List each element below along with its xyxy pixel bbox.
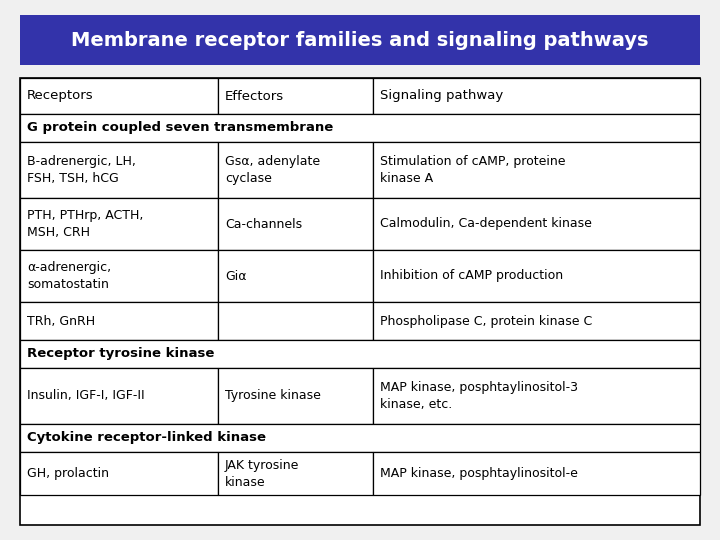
Text: Receptors: Receptors	[27, 90, 94, 103]
FancyBboxPatch shape	[373, 452, 700, 495]
FancyBboxPatch shape	[20, 302, 218, 340]
FancyBboxPatch shape	[20, 198, 218, 250]
FancyBboxPatch shape	[373, 78, 700, 114]
Text: MAP kinase, posphtaylinositol-3
kinase, etc.: MAP kinase, posphtaylinositol-3 kinase, …	[380, 381, 578, 411]
Text: Membrane receptor families and signaling pathways: Membrane receptor families and signaling…	[71, 30, 649, 50]
Text: MAP kinase, posphtaylinositol-e: MAP kinase, posphtaylinositol-e	[380, 467, 578, 480]
Text: Ca-channels: Ca-channels	[225, 218, 302, 231]
Text: Tyrosine kinase: Tyrosine kinase	[225, 389, 321, 402]
FancyBboxPatch shape	[20, 15, 700, 65]
FancyBboxPatch shape	[20, 340, 700, 368]
Text: JAK tyrosine
kinase: JAK tyrosine kinase	[225, 458, 300, 489]
Text: Signaling pathway: Signaling pathway	[380, 90, 503, 103]
Text: Stimulation of cAMP, proteine
kinase A: Stimulation of cAMP, proteine kinase A	[380, 155, 565, 185]
FancyBboxPatch shape	[218, 302, 373, 340]
Text: Effectors: Effectors	[225, 90, 284, 103]
FancyBboxPatch shape	[218, 250, 373, 302]
Text: Gsα, adenylate
cyclase: Gsα, adenylate cyclase	[225, 155, 320, 185]
FancyBboxPatch shape	[218, 78, 373, 114]
Text: G protein coupled seven transmembrane: G protein coupled seven transmembrane	[27, 122, 333, 134]
FancyBboxPatch shape	[373, 198, 700, 250]
FancyBboxPatch shape	[20, 142, 218, 198]
FancyBboxPatch shape	[373, 142, 700, 198]
Text: Calmodulin, Ca-dependent kinase: Calmodulin, Ca-dependent kinase	[380, 218, 592, 231]
Text: Giα: Giα	[225, 269, 246, 282]
FancyBboxPatch shape	[20, 114, 700, 142]
Text: Receptor tyrosine kinase: Receptor tyrosine kinase	[27, 348, 215, 361]
FancyBboxPatch shape	[20, 368, 218, 424]
FancyBboxPatch shape	[373, 368, 700, 424]
FancyBboxPatch shape	[218, 142, 373, 198]
FancyBboxPatch shape	[20, 424, 700, 452]
Text: GH, prolactin: GH, prolactin	[27, 467, 109, 480]
Text: PTH, PTHrp, ACTH,
MSH, CRH: PTH, PTHrp, ACTH, MSH, CRH	[27, 209, 143, 239]
FancyBboxPatch shape	[20, 250, 218, 302]
Text: Inhibition of cAMP production: Inhibition of cAMP production	[380, 269, 563, 282]
FancyBboxPatch shape	[218, 198, 373, 250]
Text: α-adrenergic,
somatostatin: α-adrenergic, somatostatin	[27, 261, 111, 291]
Text: Phospholipase C, protein kinase C: Phospholipase C, protein kinase C	[380, 314, 593, 327]
FancyBboxPatch shape	[373, 302, 700, 340]
FancyBboxPatch shape	[20, 78, 700, 525]
FancyBboxPatch shape	[20, 78, 218, 114]
FancyBboxPatch shape	[218, 452, 373, 495]
FancyBboxPatch shape	[20, 452, 218, 495]
FancyBboxPatch shape	[373, 250, 700, 302]
Text: Cytokine receptor-linked kinase: Cytokine receptor-linked kinase	[27, 431, 266, 444]
FancyBboxPatch shape	[218, 368, 373, 424]
Text: B-adrenergic, LH,
FSH, TSH, hCG: B-adrenergic, LH, FSH, TSH, hCG	[27, 155, 136, 185]
Text: Insulin, IGF-I, IGF-II: Insulin, IGF-I, IGF-II	[27, 389, 145, 402]
Text: TRh, GnRH: TRh, GnRH	[27, 314, 95, 327]
